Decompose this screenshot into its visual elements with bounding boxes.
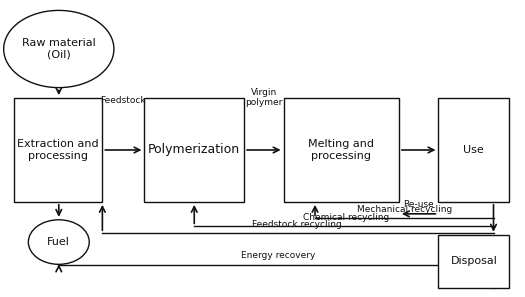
Text: Polymerization: Polymerization — [148, 143, 240, 157]
Text: Mechanical recycling: Mechanical recycling — [356, 205, 452, 214]
Text: Raw material
(Oil): Raw material (Oil) — [22, 38, 96, 60]
Text: Virgin
polymer: Virgin polymer — [245, 88, 282, 107]
FancyBboxPatch shape — [438, 235, 509, 288]
Text: Energy recovery: Energy recovery — [241, 252, 316, 260]
Text: Melting and
processing: Melting and processing — [308, 139, 374, 161]
Text: Chemical recycling: Chemical recycling — [303, 213, 390, 222]
FancyBboxPatch shape — [284, 98, 399, 202]
Text: Feedstock: Feedstock — [101, 97, 146, 105]
FancyBboxPatch shape — [144, 98, 244, 202]
Text: Use: Use — [464, 145, 484, 155]
Text: Feedstock recycling: Feedstock recycling — [252, 220, 341, 229]
FancyBboxPatch shape — [438, 98, 509, 202]
Text: Re-use: Re-use — [403, 200, 434, 209]
FancyBboxPatch shape — [14, 98, 102, 202]
Text: Extraction and
processing: Extraction and processing — [17, 139, 99, 161]
Ellipse shape — [28, 220, 89, 264]
Text: Disposal: Disposal — [450, 256, 497, 266]
Ellipse shape — [4, 10, 114, 88]
Text: Fuel: Fuel — [47, 237, 70, 247]
